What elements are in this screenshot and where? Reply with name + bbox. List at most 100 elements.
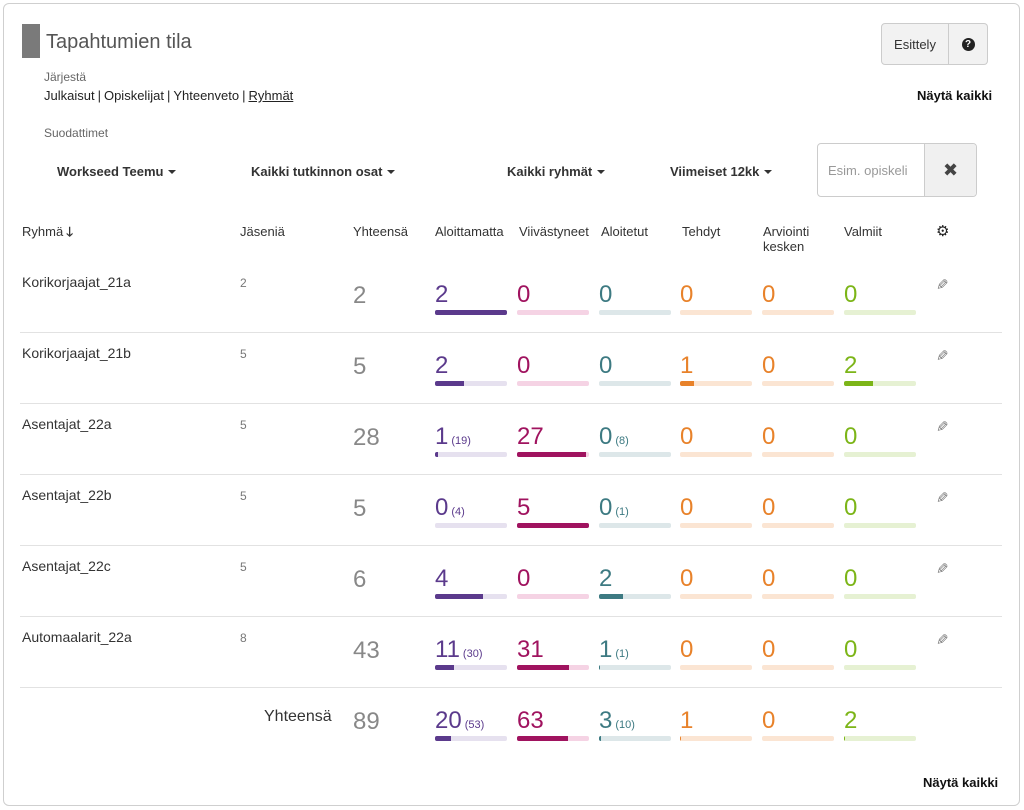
cell-started[interactable]: 0	[599, 282, 671, 315]
cell-not-started[interactable]: 20 (53)	[435, 708, 507, 741]
cell-value: 0	[680, 423, 694, 450]
show-all-link-bottom[interactable]: Näytä kaikki	[923, 775, 999, 790]
cell-completed[interactable]: 2	[844, 708, 916, 741]
period-dropdown[interactable]: Viimeiset 12kk	[670, 164, 773, 179]
cell-done[interactable]: 0	[680, 424, 752, 457]
cell-value: 0	[762, 636, 776, 663]
cell-completed[interactable]: 0	[844, 495, 916, 528]
sort-link-publications[interactable]: Julkaisut	[44, 88, 95, 103]
pencil-icon[interactable]: ✎	[936, 561, 949, 578]
cell-completed[interactable]: 0	[844, 424, 916, 457]
cell-started[interactable]: 2	[599, 566, 671, 599]
student-search-input[interactable]	[818, 144, 924, 196]
column-header-group[interactable]: Ryhmä 🡓	[22, 224, 73, 239]
column-header-group-label: Ryhmä	[22, 224, 64, 239]
cell-started[interactable]: 0 (1)	[599, 495, 671, 528]
progress-bar-fill	[517, 523, 589, 528]
cell-not-started[interactable]: 4	[435, 566, 507, 599]
cell-delayed[interactable]: 0	[517, 282, 589, 315]
help-button[interactable]: ?	[949, 23, 988, 65]
group-name[interactable]: Asentajat_22a	[22, 416, 112, 432]
cell-done[interactable]: 1	[680, 353, 752, 386]
table-row[interactable]: Korikorjaajat_21b 5 5 ✎ 2 0 0 1 0 2	[20, 333, 1002, 404]
gear-icon[interactable]: ⚙	[936, 223, 950, 240]
teacher-dropdown[interactable]: Workseed Teemu	[57, 164, 177, 179]
table-row[interactable]: Korikorjaajat_21a 2 2 ✎ 2 0 0 0 0 0	[20, 262, 1002, 333]
cell-started[interactable]: 0 (8)	[599, 424, 671, 457]
cell-in-review[interactable]: 0	[762, 495, 834, 528]
group-total: 43	[353, 637, 380, 664]
progress-bar	[517, 381, 589, 386]
cell-completed[interactable]: 0	[844, 637, 916, 670]
group-name[interactable]: Korikorjaajat_21b	[22, 345, 131, 361]
cell-delayed[interactable]: 27	[517, 424, 589, 457]
group-name[interactable]: Asentajat_22c	[22, 558, 111, 574]
table-row[interactable]: Asentajat_22a 5 28 ✎ 1 (19) 27 0 (8) 0 0 0	[20, 404, 1002, 475]
cell-delayed[interactable]: 63	[517, 708, 589, 741]
pencil-icon[interactable]: ✎	[936, 277, 949, 294]
cell-completed[interactable]: 0	[844, 282, 916, 315]
cell-delayed[interactable]: 0	[517, 566, 589, 599]
sort-link-summary[interactable]: Yhteenveto	[173, 88, 240, 103]
cell-value: 0	[517, 352, 531, 379]
cell-started[interactable]: 0	[599, 353, 671, 386]
cell-delayed[interactable]: 31	[517, 637, 589, 670]
arrow-down-icon: 🡓	[66, 224, 73, 239]
units-dropdown-label: Kaikki tutkinnon osat	[251, 164, 383, 179]
sort-link-groups[interactable]: Ryhmät	[248, 88, 294, 103]
cell-done[interactable]: 0	[680, 495, 752, 528]
cell-started[interactable]: 1 (1)	[599, 637, 671, 670]
cell-done[interactable]: 0	[680, 282, 752, 315]
cell-value: 0	[762, 281, 776, 308]
cell-in-review[interactable]: 0	[762, 424, 834, 457]
cell-in-review[interactable]: 0	[762, 282, 834, 315]
progress-bar	[680, 310, 752, 315]
cell-delayed[interactable]: 5	[517, 495, 589, 528]
table-row[interactable]: Asentajat_22b 5 5 ✎ 0 (4) 5 0 (1) 0 0 0	[20, 475, 1002, 546]
pencil-icon[interactable]: ✎	[936, 419, 949, 436]
totals-total: 89	[353, 708, 380, 735]
show-all-link-top[interactable]: Näytä kaikki	[917, 88, 993, 103]
cell-not-started[interactable]: 1 (19)	[435, 424, 507, 457]
groups-dropdown-label: Kaikki ryhmät	[507, 164, 593, 179]
pencil-icon[interactable]: ✎	[936, 348, 949, 365]
groups-dropdown[interactable]: Kaikki ryhmät	[507, 164, 606, 179]
progress-bar	[599, 452, 671, 457]
cell-done[interactable]: 1	[680, 708, 752, 741]
cell-in-review[interactable]: 0	[762, 566, 834, 599]
table-row[interactable]: Asentajat_22c 5 6 ✎ 4 0 2 0 0 0	[20, 546, 1002, 617]
cell-not-started[interactable]: 0 (4)	[435, 495, 507, 528]
cell-done[interactable]: 0	[680, 637, 752, 670]
pencil-icon[interactable]: ✎	[936, 490, 949, 507]
clear-search-button[interactable]: ✖	[924, 144, 976, 196]
progress-bar	[599, 523, 671, 528]
progress-bar	[435, 381, 507, 386]
cell-not-started[interactable]: 2	[435, 282, 507, 315]
cell-subvalue: (30)	[462, 648, 483, 660]
cell-started[interactable]: 3 (10)	[599, 708, 671, 741]
cell-completed[interactable]: 2	[844, 353, 916, 386]
header-actions: Esittely ?	[881, 23, 988, 65]
units-dropdown[interactable]: Kaikki tutkinnon osat	[251, 164, 396, 179]
cell-not-started[interactable]: 2	[435, 353, 507, 386]
cell-subvalue: (10)	[615, 719, 635, 731]
cell-completed[interactable]: 0	[844, 566, 916, 599]
cell-delayed[interactable]: 0	[517, 353, 589, 386]
cell-value: 0	[844, 494, 858, 521]
cell-in-review[interactable]: 0	[762, 353, 834, 386]
cell-value: 27	[517, 423, 544, 450]
pencil-icon[interactable]: ✎	[936, 632, 949, 649]
question-circle-icon: ?	[961, 37, 975, 51]
table-row[interactable]: Automaalarit_22a 8 43 ✎ 11 (30) 31 1 (1) 0 0 0	[20, 617, 1002, 688]
sort-links: Julkaisut | Opiskelijat | Yhteenveto | Ryhmät	[44, 88, 294, 103]
sort-link-students[interactable]: Opiskelijat	[103, 88, 164, 103]
cell-value: 0	[844, 423, 858, 450]
group-name[interactable]: Automaalarit_22a	[22, 629, 132, 645]
cell-in-review[interactable]: 0	[762, 637, 834, 670]
cell-not-started[interactable]: 11 (30)	[435, 637, 507, 670]
cell-done[interactable]: 0	[680, 566, 752, 599]
group-name[interactable]: Asentajat_22b	[22, 487, 112, 503]
intro-button[interactable]: Esittely	[881, 23, 949, 65]
cell-in-review[interactable]: 0	[762, 708, 834, 741]
group-name[interactable]: Korikorjaajat_21a	[22, 274, 131, 290]
